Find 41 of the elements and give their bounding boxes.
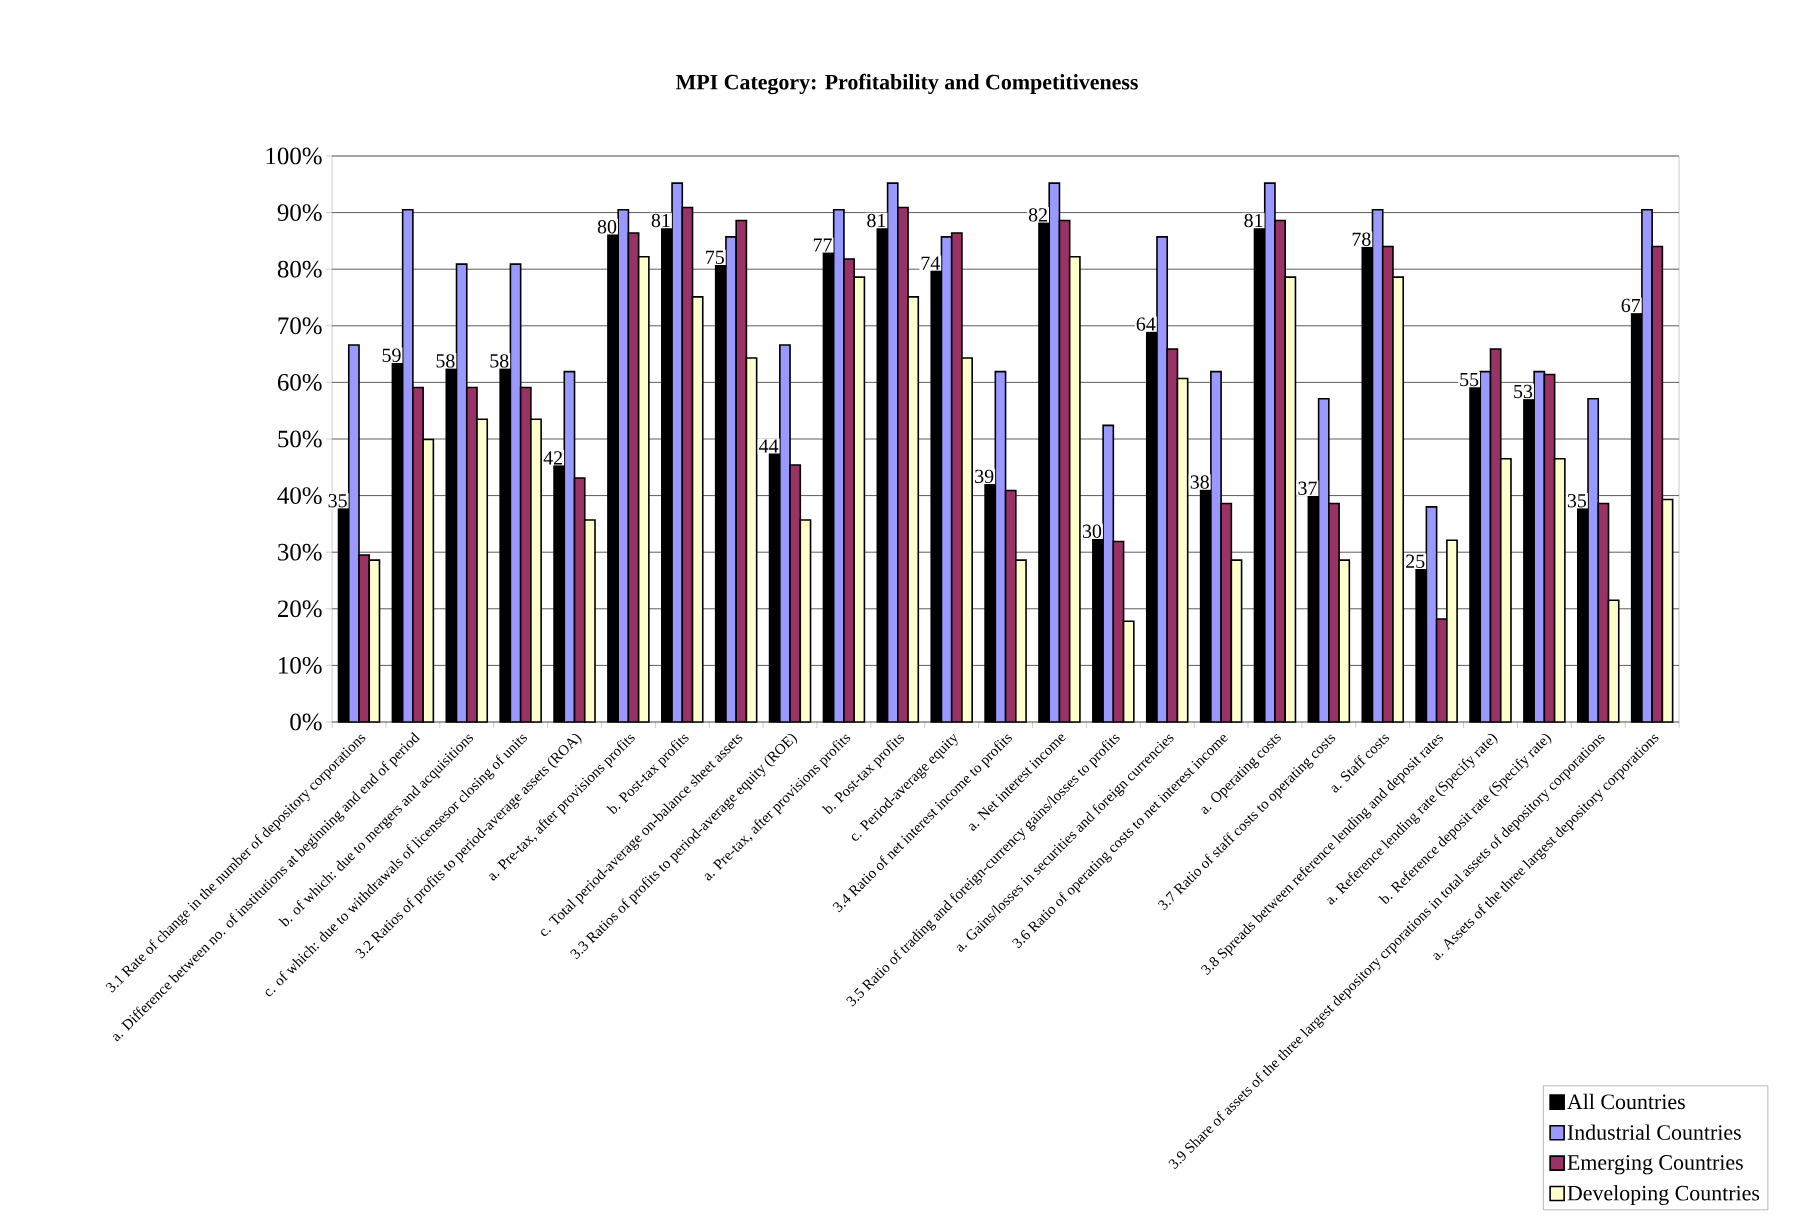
annotation: 38 bbox=[1190, 475, 1209, 489]
annotation: 81 bbox=[1244, 213, 1263, 228]
y-tick-label: 80% bbox=[277, 260, 322, 278]
legend-label: All Countries bbox=[1567, 1093, 1685, 1110]
annotation: 80 bbox=[597, 220, 617, 234]
annotation: 75 bbox=[706, 250, 724, 265]
y-tick-label: 70% bbox=[278, 317, 322, 335]
annotation: 74 bbox=[921, 256, 940, 270]
y-tick-label: 20% bbox=[277, 600, 322, 618]
annotation: 35 bbox=[1567, 494, 1587, 508]
y-tick-label: 10% bbox=[279, 656, 322, 674]
annotation: 25 bbox=[1406, 554, 1425, 568]
y-tick-label: 60% bbox=[277, 373, 322, 391]
annotation: 58 bbox=[490, 354, 509, 368]
annotation: 30 bbox=[1082, 524, 1102, 538]
annotation: 81 bbox=[651, 213, 670, 228]
annotation: 55 bbox=[1460, 373, 1479, 387]
annotation: 35 bbox=[328, 494, 347, 508]
annotation: 44 bbox=[759, 439, 779, 453]
y-tick-label: 30% bbox=[278, 543, 322, 561]
annotation: 67 bbox=[1621, 298, 1641, 313]
annotation: 64 bbox=[1136, 317, 1156, 331]
y-tick-label: 50% bbox=[278, 430, 322, 448]
chart-title: MPI Category: Profitability and Competitiveness bbox=[675, 73, 1138, 95]
y-tick-label: 40% bbox=[277, 487, 322, 505]
legend-label: Industrial Countries bbox=[1567, 1124, 1741, 1140]
annotation: 82 bbox=[1028, 208, 1047, 222]
annotation: 39 bbox=[975, 469, 994, 484]
legend-label: Developing Countries bbox=[1567, 1185, 1760, 1206]
annotation: 77 bbox=[813, 238, 832, 252]
annotation: 58 bbox=[436, 354, 455, 368]
y-tick-label: 100% bbox=[266, 147, 322, 165]
annotation: 42 bbox=[543, 451, 562, 465]
y-tick-label: 0% bbox=[290, 713, 322, 731]
y-tick-label: 90% bbox=[277, 204, 322, 222]
annotation: 53 bbox=[1514, 384, 1533, 399]
annotation: 78 bbox=[1352, 232, 1371, 246]
annotation: 81 bbox=[867, 213, 886, 228]
legend-label: Emerging Countries bbox=[1567, 1155, 1743, 1175]
annotation: 37 bbox=[1298, 481, 1317, 495]
annotation: 59 bbox=[382, 348, 401, 362]
